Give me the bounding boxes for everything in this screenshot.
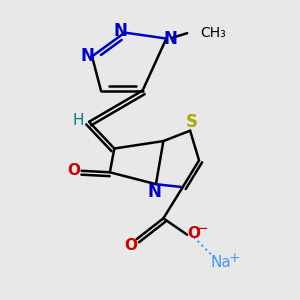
Text: H: H	[73, 113, 84, 128]
Text: O: O	[124, 238, 137, 253]
Text: N: N	[81, 47, 94, 65]
Text: O: O	[67, 163, 80, 178]
Text: CH₃: CH₃	[200, 26, 226, 40]
Text: −: −	[195, 221, 208, 236]
Text: N: N	[148, 183, 161, 201]
Text: S: S	[186, 113, 198, 131]
Text: Na: Na	[211, 255, 232, 270]
Text: O: O	[187, 226, 200, 241]
Text: +: +	[229, 250, 241, 265]
Text: N: N	[113, 22, 127, 40]
Text: N: N	[164, 29, 178, 47]
